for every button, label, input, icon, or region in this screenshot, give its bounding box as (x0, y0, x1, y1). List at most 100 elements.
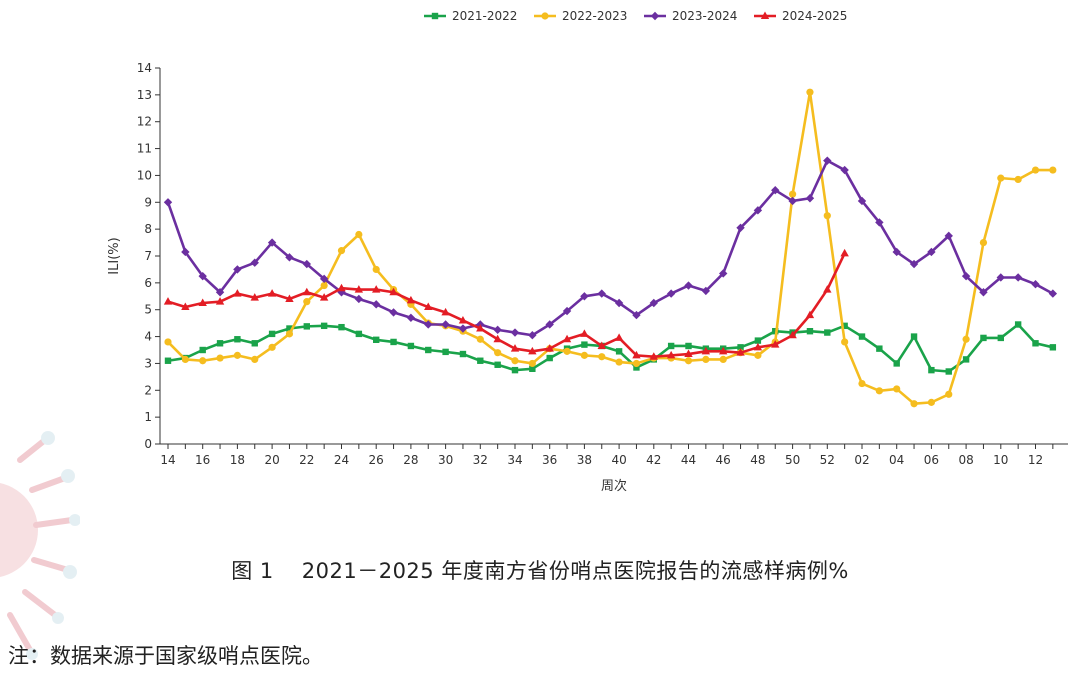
data-point (823, 285, 832, 293)
data-point (562, 334, 572, 343)
data-point (614, 298, 624, 308)
data-point (459, 350, 467, 358)
data-point (199, 346, 206, 354)
series-2023-2024 (163, 156, 1058, 340)
data-point (667, 342, 675, 350)
data-point (1014, 175, 1022, 184)
data-point (823, 156, 832, 165)
legend-item[interactable]: 2024-2025 (754, 9, 847, 23)
data-point (494, 349, 502, 357)
data-point (580, 351, 589, 359)
series-line (167, 323, 1054, 373)
data-point (1014, 321, 1022, 328)
data-point (286, 325, 293, 332)
data-point (302, 287, 311, 296)
data-point (511, 357, 519, 365)
y-tick-label: 4 (144, 330, 152, 344)
data-point (510, 344, 520, 352)
x-tick-label: 38 (577, 453, 592, 467)
x-tick-label: 24 (334, 453, 349, 467)
data-point (320, 322, 328, 330)
virus-decoration (0, 431, 80, 660)
data-point (598, 353, 606, 361)
y-tick-label: 3 (144, 356, 152, 370)
x-tick-label: 26 (369, 453, 384, 467)
data-point (372, 285, 381, 293)
y-tick-label: 10 (137, 168, 152, 182)
y-tick-label: 8 (144, 222, 152, 236)
data-point (390, 338, 397, 346)
data-point (250, 293, 259, 301)
x-tick-label: 34 (507, 453, 522, 467)
data-point (806, 88, 814, 96)
data-point (528, 346, 537, 355)
data-point (389, 308, 398, 317)
legend-label: 2022-2023 (562, 9, 627, 23)
data-point (319, 293, 329, 301)
x-tick-label: 20 (264, 453, 279, 467)
y-tick-label: 1 (144, 410, 152, 424)
y-tick-label: 13 (137, 88, 152, 102)
series-2024-2025 (163, 248, 849, 360)
data-point (666, 350, 676, 359)
x-tick-label: 04 (889, 453, 904, 467)
data-point (754, 337, 762, 344)
data-point (303, 298, 311, 306)
data-point (857, 196, 867, 206)
data-point (1048, 289, 1058, 298)
legend-item[interactable]: 2022-2023 (534, 9, 627, 23)
data-point (476, 335, 484, 343)
data-point (736, 348, 745, 356)
data-point (545, 320, 554, 329)
data-point (407, 342, 415, 350)
data-point (198, 298, 207, 306)
data-point (910, 333, 918, 340)
data-point (215, 297, 225, 305)
series-line (166, 159, 1054, 337)
data-point (719, 346, 728, 355)
data-point (181, 302, 190, 311)
data-point (233, 289, 242, 297)
data-point (251, 340, 258, 347)
x-tick-label: 30 (438, 453, 453, 467)
data-point (632, 310, 641, 320)
data-point (285, 294, 294, 302)
figure-caption: 图 1 2021－2025 年度南方省份哨点医院报告的流感样病例% (0, 555, 1080, 585)
data-point (234, 336, 241, 343)
data-point (406, 313, 416, 322)
data-point (980, 334, 987, 342)
data-point (285, 253, 294, 262)
y-tick-label: 11 (137, 142, 152, 156)
data-point (302, 259, 311, 269)
data-point (181, 247, 190, 257)
legend-marker (431, 12, 439, 20)
data-point (928, 366, 935, 374)
figure-label: 图 1 (231, 559, 274, 583)
data-point (563, 347, 571, 355)
figure-title: 2021－2025 年度南方省份哨点医院报告的流感样病例% (301, 559, 849, 583)
y-tick-label: 5 (144, 303, 152, 317)
chart-series (163, 88, 1058, 408)
data-point (719, 355, 727, 363)
legend-item[interactable]: 2023-2024 (644, 9, 737, 23)
x-tick-label: 12 (1028, 453, 1043, 467)
data-point (216, 354, 224, 362)
data-point (303, 323, 310, 330)
y-tick-label: 2 (144, 383, 152, 397)
x-tick-label: 50 (785, 453, 800, 467)
data-point (494, 361, 501, 368)
data-point (164, 338, 172, 346)
legend-item[interactable]: 2021-2022 (424, 9, 517, 23)
data-point (493, 325, 502, 335)
data-point (581, 341, 588, 348)
legend-marker (541, 12, 549, 20)
data-point (944, 231, 953, 241)
data-point (320, 281, 328, 290)
data-point (979, 288, 988, 297)
legend-marker (760, 11, 770, 19)
data-point (319, 274, 329, 284)
series-2022-2023 (164, 88, 1057, 408)
data-point (337, 283, 346, 292)
data-point (945, 368, 952, 375)
x-tick-label: 10 (993, 453, 1008, 467)
